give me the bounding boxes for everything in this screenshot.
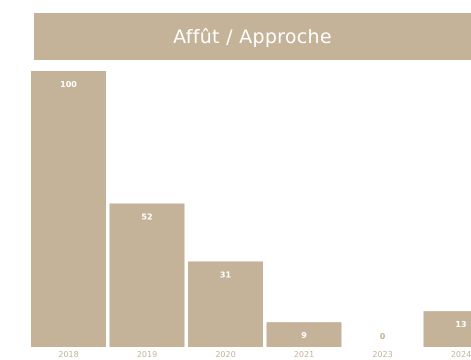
- bar-2021: [266, 322, 342, 347]
- data-label-2020: 31: [220, 270, 232, 279]
- data-label-2023: 0: [380, 332, 386, 341]
- chart-title: Affût / Approche: [34, 13, 471, 60]
- x-tick-2023: 2023: [372, 350, 392, 359]
- x-tick-2019: 2019: [137, 350, 157, 359]
- x-tick-2020: 2020: [215, 350, 235, 359]
- bar-2018: [31, 71, 106, 347]
- x-tick-2021: 2021: [294, 350, 314, 359]
- bar-2024: [423, 311, 471, 347]
- data-label-2019: 52: [141, 212, 152, 221]
- data-label-2021: 9: [301, 331, 307, 340]
- data-label-2024: 13: [455, 320, 466, 329]
- data-label-2018: 100: [60, 80, 77, 89]
- bar-2019: [109, 203, 185, 347]
- x-tick-2018: 2018: [58, 350, 78, 359]
- bar-2020: [188, 261, 263, 347]
- x-tick-2024: 2024: [451, 350, 471, 359]
